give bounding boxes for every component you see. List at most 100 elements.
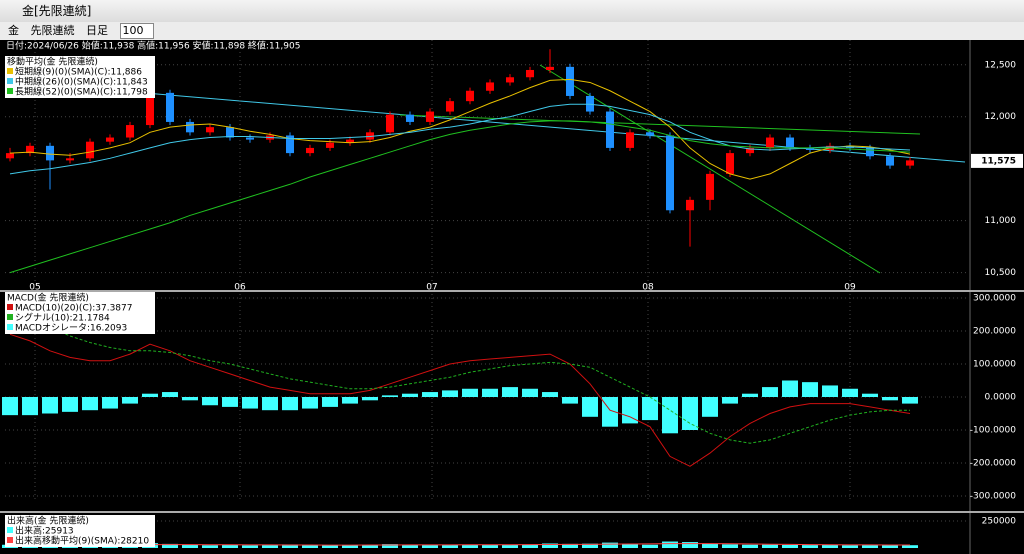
candle-body bbox=[906, 160, 914, 166]
candle-body bbox=[546, 66, 554, 70]
y-tick-label: 12,500 bbox=[985, 60, 1017, 70]
oscillator-bar bbox=[162, 392, 178, 397]
volume-bar bbox=[302, 545, 318, 548]
y-tick-label: 200.0000 bbox=[973, 327, 1016, 337]
oscillator-bar bbox=[822, 385, 838, 397]
candle-body bbox=[246, 137, 254, 140]
oscillator-bar bbox=[682, 397, 698, 430]
y-tick-label: 250000 bbox=[982, 517, 1017, 527]
oscillator-bar bbox=[342, 397, 358, 404]
legend-swatch bbox=[7, 324, 13, 330]
last-price-box bbox=[971, 153, 1023, 168]
volume-bar bbox=[842, 545, 858, 548]
x-tick-label: 07 bbox=[426, 283, 437, 293]
oscillator-bar bbox=[222, 397, 238, 407]
candle-body bbox=[486, 82, 494, 91]
oscillator-bar bbox=[22, 397, 38, 416]
candle-body bbox=[646, 132, 654, 136]
oscillator-bar bbox=[502, 387, 518, 397]
oscillator-bar bbox=[182, 397, 198, 401]
y-tick-label: 12,000 bbox=[985, 112, 1017, 122]
oscillator-bar bbox=[102, 397, 118, 409]
oscillator-bar bbox=[542, 392, 558, 397]
oscillator-bar bbox=[482, 388, 498, 397]
volume-bar bbox=[762, 544, 778, 548]
candle-body bbox=[166, 92, 174, 122]
candle-body bbox=[666, 135, 674, 211]
oscillator-bar bbox=[582, 397, 598, 417]
series-line bbox=[10, 543, 911, 546]
y-tick-label: -100.0000 bbox=[970, 426, 1016, 436]
volume-bar bbox=[242, 545, 258, 548]
oscillator-bar bbox=[142, 393, 158, 397]
candle-body bbox=[106, 137, 114, 142]
oscillator-bar bbox=[422, 392, 438, 397]
volume-bar bbox=[362, 544, 378, 548]
candle-body bbox=[306, 147, 314, 154]
candle-body bbox=[46, 145, 54, 161]
candle-body bbox=[686, 199, 694, 211]
legend-entry: 長期線(52)(0)(SMA)(C):11,798 bbox=[15, 86, 148, 98]
candle-body bbox=[746, 147, 754, 154]
symbol[interactable]: 金 bbox=[8, 24, 19, 37]
y-tick-label: -200.0000 bbox=[970, 459, 1016, 469]
candle-body bbox=[386, 114, 394, 133]
oscillator-bar bbox=[882, 397, 898, 401]
background bbox=[0, 40, 1024, 554]
volume-bar bbox=[262, 545, 278, 548]
oscillator-bar bbox=[82, 397, 98, 411]
window-title: 金[先限連続] bbox=[22, 4, 92, 18]
trend-line bbox=[539, 64, 881, 274]
volume-bar bbox=[742, 544, 758, 548]
volume-bar bbox=[602, 542, 618, 548]
candle-body bbox=[526, 69, 534, 78]
volume-bar bbox=[722, 544, 738, 548]
oscillator-bar bbox=[762, 387, 778, 397]
legend-swatch bbox=[7, 304, 13, 310]
volume-bar bbox=[422, 544, 438, 548]
oscillator-bar bbox=[382, 395, 398, 397]
volume-bar bbox=[782, 544, 798, 548]
candle-body bbox=[86, 141, 94, 159]
volume-bar bbox=[202, 545, 218, 548]
candle-body bbox=[206, 127, 214, 133]
candle-body bbox=[706, 173, 714, 200]
volume-bar bbox=[182, 544, 198, 548]
candle-body bbox=[326, 142, 334, 148]
candle-body bbox=[466, 90, 474, 102]
legend-entry: 短期線(9)(0)(SMA)(C):11,886 bbox=[15, 66, 142, 78]
candle-body bbox=[426, 111, 434, 122]
candle-body bbox=[346, 139, 354, 143]
legend-entry: シグナル(10):21.1784 bbox=[15, 312, 110, 324]
legend-box bbox=[5, 56, 155, 98]
period[interactable]: 日足 bbox=[86, 24, 108, 37]
legend-entry: 出来高:25913 bbox=[15, 525, 74, 537]
oscillator-bar bbox=[862, 393, 878, 397]
y-tick-label: 0.0000 bbox=[985, 393, 1017, 403]
x-tick-label: 08 bbox=[642, 283, 654, 293]
candle-body bbox=[726, 153, 734, 174]
volume-bar bbox=[662, 541, 678, 548]
candle-body bbox=[406, 114, 414, 122]
oscillator-bar bbox=[262, 397, 278, 411]
toolbar: 金 先限連続 日足 100 bbox=[0, 22, 1024, 40]
oscillator-bar bbox=[202, 397, 218, 406]
oscillator-bar bbox=[742, 393, 758, 397]
candle-body bbox=[186, 121, 194, 133]
oscillator-bar bbox=[642, 397, 658, 421]
contract[interactable]: 先限連続 bbox=[30, 24, 75, 37]
candle-body bbox=[66, 158, 74, 161]
candle-body bbox=[626, 132, 634, 148]
legend-swatch bbox=[7, 527, 13, 533]
count-input[interactable]: 100 bbox=[119, 23, 154, 39]
volume-bar bbox=[622, 544, 638, 548]
candle-body bbox=[366, 132, 374, 140]
legend-swatch bbox=[7, 78, 13, 84]
oscillator-bar bbox=[462, 388, 478, 397]
volume-bar bbox=[542, 543, 558, 548]
candle-body bbox=[786, 137, 794, 148]
volume-bar bbox=[822, 544, 838, 548]
oscillator-bar bbox=[362, 397, 378, 401]
title-bar: 金[先限連続] bbox=[0, 0, 1024, 23]
